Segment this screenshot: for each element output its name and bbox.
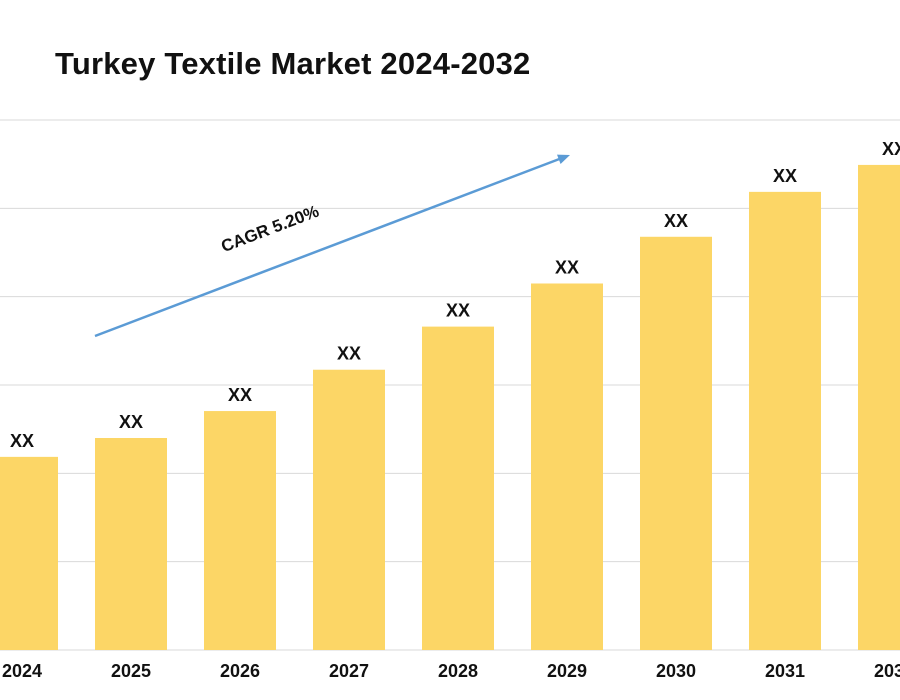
bar-2030	[640, 236, 712, 650]
x-tick-2026: 2026	[220, 661, 260, 681]
bar-2027	[313, 369, 385, 650]
data-label-2029: XX	[555, 257, 579, 277]
x-tick-2032: 2032	[874, 661, 900, 681]
bar-2024	[0, 456, 58, 650]
data-label-2031: XX	[773, 166, 797, 186]
x-axis-tick-labels: 2024 2025 2026 2027 2028 2029 2030 2031 2032	[2, 661, 900, 681]
data-label-2025: XX	[119, 412, 143, 432]
data-label-2030: XX	[664, 211, 688, 231]
bar-2026	[204, 411, 276, 650]
data-label-2028: XX	[446, 301, 470, 321]
cagr-arrow-head	[557, 154, 570, 164]
x-tick-2027: 2027	[329, 661, 369, 681]
cagr-label: CAGR 5.20%	[219, 202, 322, 256]
data-labels: XX XX XX XX XX XX XX XX XX	[10, 139, 900, 451]
data-label-2024: XX	[10, 431, 34, 451]
data-label-2027: XX	[337, 344, 361, 364]
bar-2032	[858, 164, 900, 650]
bar-2029	[531, 283, 603, 650]
bar-2028	[422, 326, 494, 650]
data-label-2032: XX	[882, 139, 900, 159]
x-tick-2029: 2029	[547, 661, 587, 681]
x-tick-2028: 2028	[438, 661, 478, 681]
x-tick-2031: 2031	[765, 661, 805, 681]
chart-title: Turkey Textile Market 2024-2032	[55, 46, 531, 81]
x-tick-2025: 2025	[111, 661, 151, 681]
cagr-arrow-line	[94, 156, 563, 338]
data-label-2026: XX	[228, 385, 252, 405]
x-tick-2024: 2024	[2, 661, 42, 681]
x-tick-2030: 2030	[656, 661, 696, 681]
bars	[0, 164, 900, 650]
cagr-arrow: CAGR 5.20%	[94, 154, 570, 338]
bar-2031	[749, 191, 821, 650]
bar-2025	[95, 438, 167, 650]
